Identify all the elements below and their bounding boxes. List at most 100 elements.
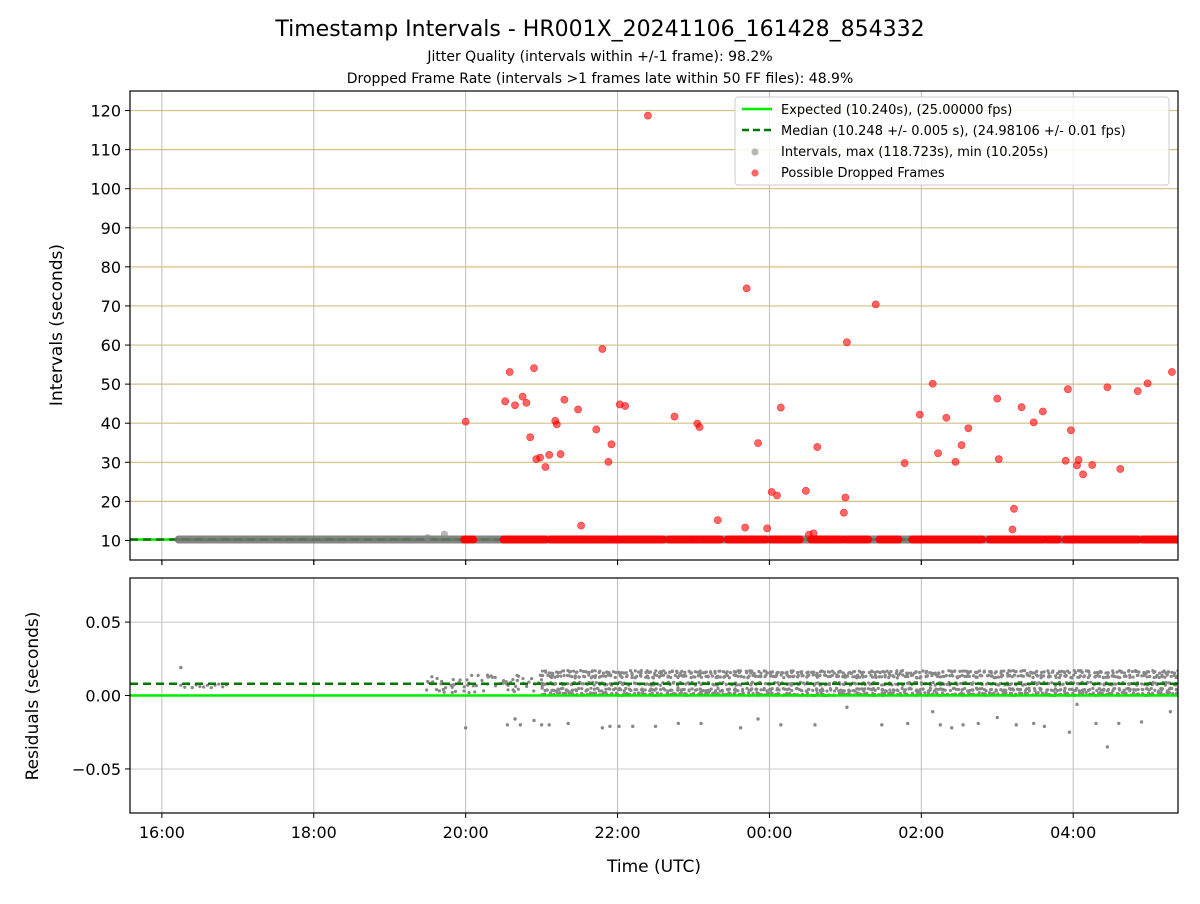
dropped-frame-point (714, 517, 721, 524)
residual-point (699, 669, 702, 672)
residual-point (874, 689, 877, 692)
residual-point (482, 689, 485, 692)
x-tick-label: 20:00 (443, 823, 489, 842)
residual-point (939, 675, 942, 678)
dropped-frame-point (929, 380, 936, 387)
residual-point (1107, 676, 1110, 679)
residual-point (821, 687, 824, 690)
residual-outlier-point (779, 723, 782, 726)
residual-point (892, 689, 895, 692)
residual-point (486, 673, 489, 676)
residual-point (807, 688, 810, 691)
residual-outlier-point (1068, 731, 1071, 734)
residual-point (755, 688, 758, 691)
dropped-frame-point (671, 413, 678, 420)
residual-point (561, 687, 564, 690)
residual-point (570, 675, 573, 678)
residual-point (634, 669, 637, 672)
residual-point (210, 686, 213, 689)
residual-point (728, 688, 731, 691)
residual-point (920, 683, 923, 686)
residual-outlier-point (532, 719, 535, 722)
residual-point (626, 674, 629, 677)
residual-point (1072, 673, 1075, 676)
dropped-frame-point (542, 463, 549, 470)
residual-point (638, 691, 641, 694)
residual-point (630, 672, 633, 675)
residual-outlier-point (931, 710, 934, 713)
residual-point (687, 688, 690, 691)
residual-point (635, 688, 638, 691)
residual-point (1039, 687, 1042, 690)
residual-point (591, 670, 594, 673)
residual-point (1051, 670, 1054, 673)
residual-point (1016, 674, 1019, 677)
residual-point (1163, 676, 1166, 679)
residual-point (1024, 683, 1027, 686)
residual-point (559, 675, 562, 678)
residual-point (1081, 691, 1084, 694)
residual-point (676, 689, 679, 692)
residual-outlier-point (519, 723, 522, 726)
residual-point (1136, 674, 1139, 677)
residual-point (1120, 671, 1123, 674)
residual-point (766, 671, 769, 674)
dropped-frame-point (843, 339, 850, 346)
residual-point (741, 689, 744, 692)
residual-point (1047, 672, 1050, 675)
residual-point (969, 670, 972, 673)
dropped-frame-point (814, 443, 821, 450)
residual-point (1003, 691, 1006, 694)
residual-point (593, 688, 596, 691)
residual-point (1009, 670, 1012, 673)
residual-point (788, 687, 791, 690)
dropped-frame-point (1062, 457, 1069, 464)
residual-point (530, 677, 533, 680)
residual-point (454, 690, 457, 693)
dropped-frame-point (901, 459, 908, 466)
residual-point (778, 688, 781, 691)
residual-point (1054, 674, 1057, 677)
residual-point (980, 674, 983, 677)
residual-outlier-point (506, 723, 509, 726)
residual-point (707, 675, 710, 678)
residual-point (1076, 682, 1079, 685)
residual-point (473, 690, 476, 693)
dropped-frame-point (1079, 471, 1086, 478)
residual-point (693, 675, 696, 678)
intervals-y-tick-label: 90 (101, 219, 121, 238)
residual-point (558, 691, 561, 694)
residual-point (629, 689, 632, 692)
residual-point (853, 670, 856, 673)
residual-point (684, 674, 687, 677)
residual-point (849, 689, 852, 692)
residual-point (569, 670, 572, 673)
dropped-frame-point (561, 396, 568, 403)
residual-point (1063, 671, 1066, 674)
residual-point (562, 669, 565, 672)
residual-point (888, 688, 891, 691)
dropped-frame-point (934, 450, 941, 457)
residual-point (1024, 689, 1027, 692)
dropped-frame-point (1089, 461, 1096, 468)
intervals-y-tick-label: 80 (101, 258, 121, 277)
residual-point (835, 687, 838, 690)
residual-point (726, 670, 729, 673)
residual-point (1028, 689, 1031, 692)
residual-outlier-point (654, 725, 657, 728)
residual-point (736, 689, 739, 692)
intervals-y-tick-label: 30 (101, 453, 121, 472)
residual-point (517, 688, 520, 691)
dropped-frame-point (506, 368, 513, 375)
residual-point (517, 675, 520, 678)
residual-point (777, 671, 780, 674)
chart-title: Timestamp Intervals - HR001X_20241106_16… (274, 17, 924, 42)
residual-point (1153, 689, 1156, 692)
residual-point (1013, 674, 1016, 677)
intervals-y-tick-label: 20 (101, 492, 121, 511)
residual-point (670, 689, 673, 692)
residual-point (1069, 676, 1072, 679)
residual-point (467, 691, 470, 694)
residual-point (1127, 670, 1130, 673)
